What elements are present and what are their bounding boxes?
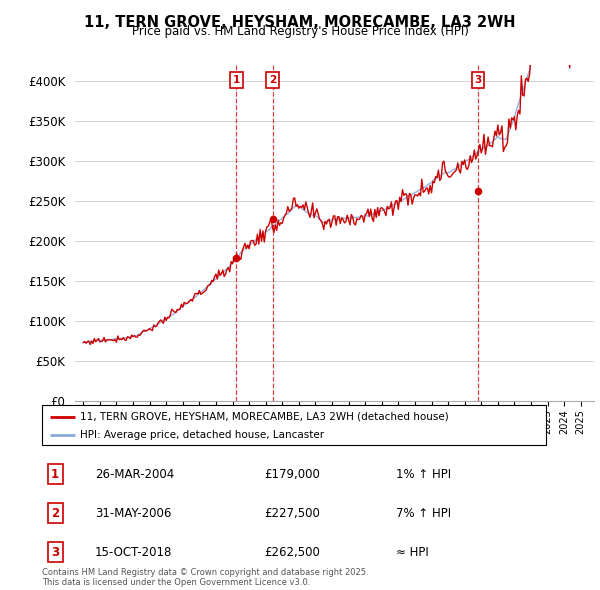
Text: Price paid vs. HM Land Registry's House Price Index (HPI): Price paid vs. HM Land Registry's House … [131, 25, 469, 38]
Text: 26-MAR-2004: 26-MAR-2004 [95, 468, 174, 481]
Text: ≈ HPI: ≈ HPI [396, 546, 428, 559]
Text: £262,500: £262,500 [264, 546, 320, 559]
Text: 7% ↑ HPI: 7% ↑ HPI [396, 507, 451, 520]
Text: 1: 1 [51, 468, 59, 481]
Text: £227,500: £227,500 [264, 507, 320, 520]
Text: 31-MAY-2006: 31-MAY-2006 [95, 507, 171, 520]
Text: 11, TERN GROVE, HEYSHAM, MORECAMBE, LA3 2WH: 11, TERN GROVE, HEYSHAM, MORECAMBE, LA3 … [84, 15, 516, 30]
FancyBboxPatch shape [42, 405, 546, 445]
Text: 2: 2 [51, 507, 59, 520]
Text: 15-OCT-2018: 15-OCT-2018 [95, 546, 172, 559]
Text: 11, TERN GROVE, HEYSHAM, MORECAMBE, LA3 2WH (detached house): 11, TERN GROVE, HEYSHAM, MORECAMBE, LA3 … [80, 412, 449, 422]
Text: £179,000: £179,000 [264, 468, 320, 481]
Text: HPI: Average price, detached house, Lancaster: HPI: Average price, detached house, Lanc… [80, 431, 324, 440]
Text: 2: 2 [269, 75, 276, 85]
Text: Contains HM Land Registry data © Crown copyright and database right 2025.
This d: Contains HM Land Registry data © Crown c… [42, 568, 368, 587]
Text: 3: 3 [51, 546, 59, 559]
Text: 3: 3 [474, 75, 481, 85]
Text: 1% ↑ HPI: 1% ↑ HPI [396, 468, 451, 481]
Text: 1: 1 [233, 75, 240, 85]
